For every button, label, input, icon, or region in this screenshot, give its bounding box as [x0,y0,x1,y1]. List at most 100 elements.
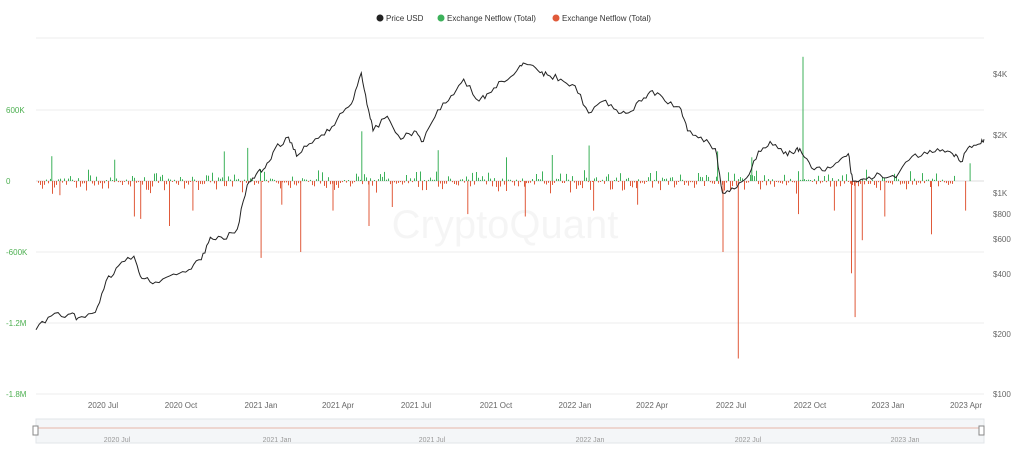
netflow-bar [312,181,313,186]
netflow-bar [76,181,77,188]
netflow-bar [804,179,805,181]
netflow-bar [762,181,763,183]
netflow-bar [852,181,853,185]
netflow-bar [668,181,669,185]
netflow-bar [551,155,553,181]
netflow-bar [182,179,183,181]
netflow-bar [54,181,55,188]
netflow-bar [262,181,263,182]
netflow-bar [810,180,811,181]
netflow-bar [662,177,663,181]
netflow-bar [504,181,505,185]
netflow-bar [716,176,717,181]
netflow-bar [916,181,917,185]
netflow-bar [782,181,783,184]
netflow-bar [336,181,337,185]
netflow-bar [70,176,71,181]
netflow-bar [858,181,859,187]
netflow-bar [894,173,895,181]
netflow-bar [542,171,543,181]
navigator-handle-right[interactable] [978,425,985,436]
netflow-bar [851,181,852,274]
netflow-bar [588,181,589,183]
netflow-bar [676,181,677,185]
netflow-bar [292,176,293,181]
netflow-bar [380,174,381,181]
netflow-bar [502,178,503,181]
netflow-bar [576,181,577,189]
netflow-bar [426,181,427,190]
netflow-bar [646,181,647,182]
netflow-bar [436,171,437,181]
legend-label-netflow-positive[interactable]: Exchange Netflow (Total) [447,14,536,23]
legend-label-price[interactable]: Price USD [386,14,424,23]
netflow-bar [66,181,67,185]
netflow-bar [861,181,863,241]
netflow-bar [954,175,955,181]
netflow-bar [836,181,837,187]
navigator-handle-left[interactable] [32,425,39,436]
netflow-bar [178,181,179,185]
netflow-bar [794,181,795,183]
netflow-bar [467,181,469,215]
netflow-bar [702,177,703,181]
netflow-bar [554,181,555,183]
netflow-bar [240,181,241,183]
netflow-bar [688,181,689,186]
range-navigator[interactable]: 2020 Jul 2021 Jan 2021 Jul 2022 Jan 2022… [32,418,985,444]
netflow-bar [42,181,43,189]
netflow-bar [826,181,827,183]
netflow-bar [228,176,229,181]
netflow-bar [896,177,897,181]
netflow-bar [244,179,245,181]
netflow-bar [950,181,951,184]
netflow-bar [726,181,727,183]
netflow-bar [910,171,911,181]
netflow-bar [718,181,719,184]
netflow-bar [488,172,489,181]
netflow-bar [462,179,463,181]
netflow-bar [176,181,177,184]
netflow-bar [362,181,363,185]
netflow-bar [932,178,933,181]
netflow-bar [624,181,625,190]
netflow-bar [180,177,181,181]
netflow-bar [732,181,733,187]
netflow-bar [740,177,741,181]
netflow-bar [866,169,867,181]
netflow-bar [284,181,285,183]
legend-label-netflow-negative[interactable]: Exchange Netflow (Total) [562,14,651,23]
netflow-bar [902,181,903,184]
left-axis-tick: -1.2M [6,319,27,328]
netflow-bar [330,181,331,185]
netflow-bar [632,181,633,188]
netflow-bar [332,181,334,211]
netflow-bar [460,179,461,181]
netflow-bar [780,181,781,183]
netflow-bar [562,181,563,183]
netflow-bar [656,171,657,181]
netflow-bar [154,173,155,181]
netflow-bar [512,181,513,183]
netflow-bar [658,181,659,184]
netflow-bar [778,181,779,183]
legend[interactable]: Price USD Exchange Netflow (Total) Excha… [376,14,652,23]
netflow-bar [234,174,235,181]
netflow-bar [606,176,607,181]
netflow-bar [124,181,125,182]
netflow-bar [612,181,613,190]
netflow-bar [368,181,370,226]
netflow-bar [628,177,629,181]
netflow-bar [674,181,675,188]
navigator-tick: 2023 Jan [891,437,920,444]
x-axis-tick: 2022 Apr [636,401,668,410]
netflow-bar [152,181,153,187]
netflow-bar [596,177,597,181]
netflow-bar [918,181,919,183]
netflow-bar [746,181,747,183]
netflow-bar [948,181,949,185]
netflow-bar [74,181,75,182]
netflow-bar [828,174,829,181]
left-axis-tick: 0 [6,177,11,186]
netflow-bar [712,181,713,184]
